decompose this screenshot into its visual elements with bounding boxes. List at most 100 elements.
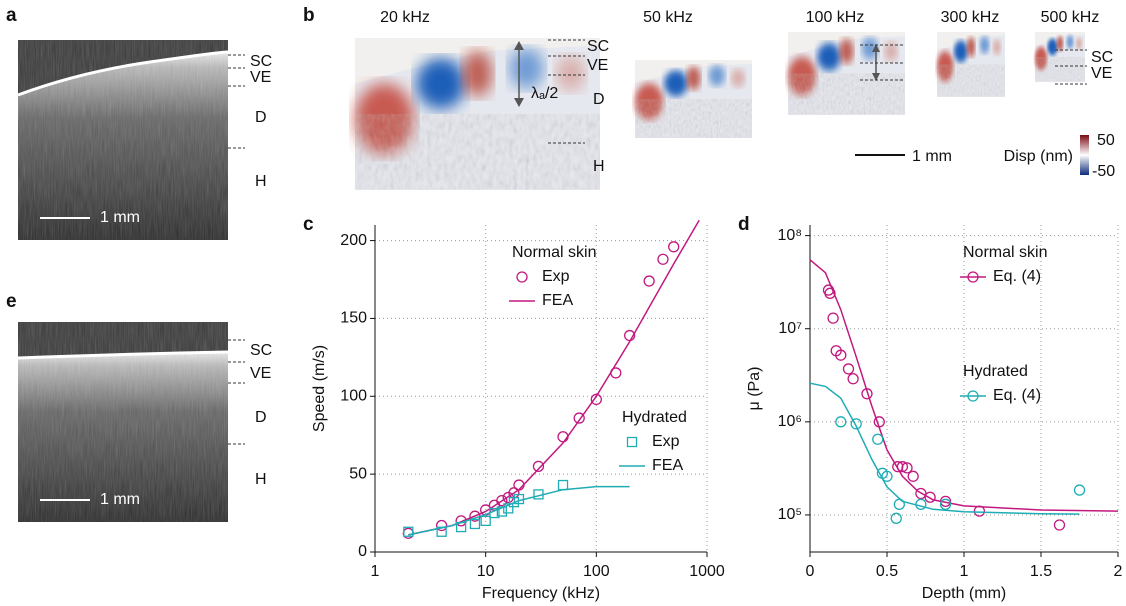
marker — [847, 373, 859, 385]
oct-image — [17, 40, 229, 240]
marker — [850, 418, 862, 430]
layer-label: SC — [250, 53, 272, 70]
marker — [403, 526, 414, 537]
layer-label: SC — [1091, 49, 1113, 66]
frequency-label: 500 kHz — [1041, 9, 1100, 26]
marker — [967, 390, 979, 402]
layer-lines — [228, 339, 245, 445]
frequency-label: 20 kHz — [380, 9, 430, 26]
wavelength-label: λₐ/2 — [531, 85, 558, 102]
panel-label: c — [303, 214, 314, 235]
colorbar-tick: -50 — [1092, 163, 1115, 180]
legend-label: FEA — [652, 457, 683, 474]
marker — [893, 498, 905, 510]
y-tick-label: 150 — [340, 310, 367, 327]
scale-label: 1 mm — [100, 209, 140, 226]
y-tick-label: 100 — [340, 388, 367, 405]
colorbar-tick: 50 — [1097, 132, 1115, 149]
layer-label: VE — [250, 365, 271, 382]
layer-label: H — [255, 173, 267, 190]
marker — [842, 363, 855, 375]
layer-label: D — [255, 109, 267, 126]
colorbar-label: Disp (nm) — [1004, 148, 1073, 165]
legend-group: Hydrated — [963, 363, 1028, 380]
layer-label: H — [593, 158, 605, 175]
layer-label: VE — [1091, 65, 1112, 82]
marker — [557, 479, 569, 491]
panel-label: e — [6, 291, 17, 312]
x-tick-label: 1 — [960, 563, 969, 580]
marker — [872, 433, 884, 445]
marker — [590, 393, 602, 406]
marker — [469, 518, 481, 530]
marker — [967, 271, 979, 283]
legend-group: Normal skin — [512, 244, 596, 261]
marker — [668, 241, 680, 253]
marker — [901, 462, 913, 474]
layer-lines — [228, 54, 245, 149]
marker — [573, 412, 585, 424]
legend-label: FEA — [542, 292, 573, 309]
y-tick-label: 10⁷ — [778, 320, 802, 337]
x-tick-label: 2 — [1114, 563, 1123, 580]
x-axis-title: Depth (mm) — [922, 585, 1006, 602]
marker — [824, 287, 836, 299]
marker — [516, 271, 528, 283]
y-tick-label: 10⁵ — [778, 506, 802, 523]
y-tick-label: 50 — [349, 465, 367, 482]
frequency-label: 100 kHz — [806, 9, 865, 26]
displacement-maps — [355, 32, 1089, 190]
frequency-label: 50 kHz — [643, 9, 693, 26]
marker — [890, 512, 902, 524]
marker — [1073, 484, 1086, 496]
y-tick-label: 10⁸ — [777, 227, 802, 244]
scale-label: 1 mm — [100, 491, 140, 508]
marker — [532, 460, 545, 473]
marker — [1053, 519, 1066, 531]
marker — [881, 470, 893, 482]
marker — [835, 349, 847, 361]
layer-label: SC — [587, 38, 609, 55]
x-tick-label: 0.5 — [876, 563, 898, 580]
layer-label: SC — [250, 342, 272, 359]
legend-label: Exp — [652, 433, 680, 450]
data-line — [408, 485, 630, 536]
legend-group: Hydrated — [622, 409, 687, 426]
layer-label: VE — [250, 69, 271, 86]
marker — [939, 498, 952, 510]
x-tick-label: 10 — [477, 563, 495, 580]
legend-label: Exp — [542, 268, 570, 285]
x-tick-label: 0 — [806, 563, 815, 580]
marker — [435, 519, 448, 532]
panel-label: b — [303, 5, 315, 26]
marker — [873, 416, 885, 428]
data-line — [408, 219, 700, 536]
layer-label: D — [255, 409, 267, 426]
layer-label: D — [593, 91, 605, 108]
panel-label: d — [738, 214, 750, 235]
marker — [827, 312, 839, 324]
x-tick-label: 1 — [371, 563, 380, 580]
marker — [924, 491, 936, 503]
marker — [861, 388, 873, 400]
legend-label: Eq. (4) — [993, 268, 1041, 285]
marker — [915, 498, 927, 510]
marker — [835, 416, 847, 428]
y-tick-label: 200 — [340, 232, 367, 249]
marker — [896, 461, 909, 473]
y-axis-title: μ (Pa) — [746, 367, 763, 411]
layer-label: VE — [587, 57, 608, 74]
oct-image — [17, 322, 229, 522]
scale-label: 1 mm — [912, 148, 952, 165]
marker — [643, 275, 655, 287]
layer-label: H — [255, 471, 267, 488]
legend-label: Eq. (4) — [993, 387, 1041, 404]
marker — [915, 487, 927, 500]
x-tick-label: 100 — [583, 563, 610, 580]
marker — [626, 436, 638, 448]
frequency-label: 300 kHz — [941, 9, 1000, 26]
marker — [496, 494, 508, 507]
marker — [503, 503, 514, 514]
y-tick-label: 0 — [358, 543, 367, 560]
x-tick-label: 1.5 — [1030, 563, 1052, 580]
